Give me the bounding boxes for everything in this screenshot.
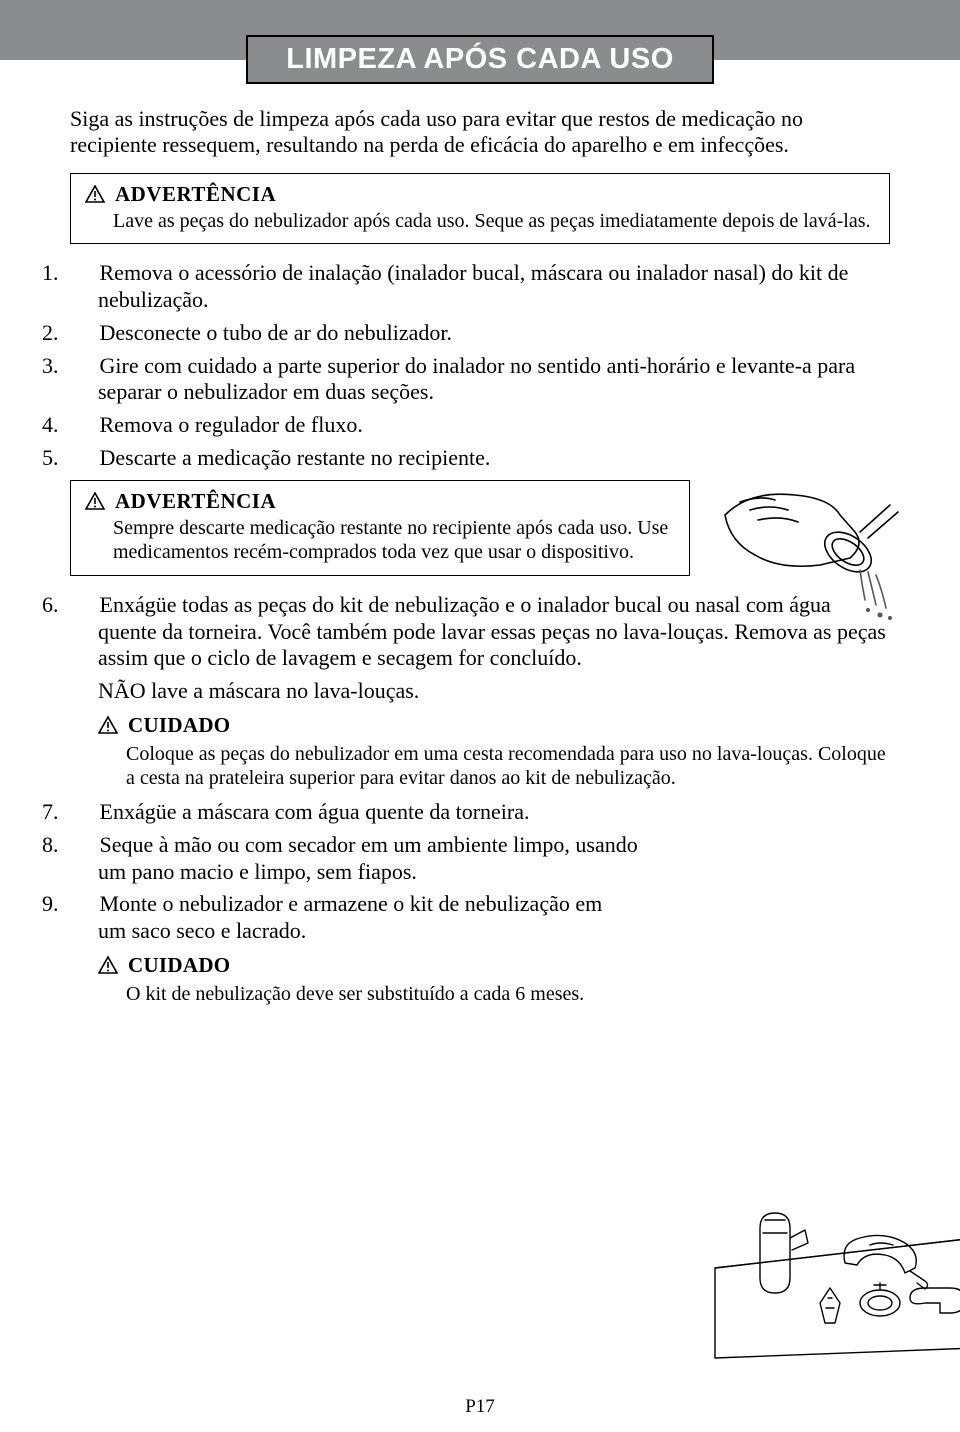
- title-container: LIMPEZA APÓS CADA USO: [70, 35, 890, 84]
- step-6-note: NÃO lave a máscara no lava-louças.: [70, 678, 890, 705]
- step-4: 4. Remova o regulador de fluxo.: [70, 412, 890, 439]
- caution-block-1: CUIDADO Coloque as peças do nebulizador …: [70, 713, 890, 791]
- step-2-text: Desconecte o tubo de ar do nebulizador.: [100, 320, 452, 345]
- step-7-text: Enxágüe a máscara com água quente da tor…: [100, 799, 530, 824]
- page-title: LIMPEZA APÓS CADA USO: [286, 43, 674, 75]
- page-number: P17: [0, 1396, 960, 1418]
- caution-body-1: Coloque as peças do nebulizador em uma c…: [98, 742, 890, 791]
- title-box: LIMPEZA APÓS CADA USO: [246, 35, 714, 84]
- warning-triangle-icon: [98, 716, 118, 734]
- warn2-row: ADVERTÊNCIA Sempre descarte medicação re…: [70, 480, 890, 576]
- discard-medication-illustration: [700, 460, 920, 630]
- caution-header-1: CUIDADO: [98, 713, 890, 738]
- warning-body: Lave as peças do nebulizador após cada u…: [85, 209, 875, 233]
- step-4-text: Remova o regulador de fluxo.: [100, 412, 363, 437]
- nebulizer-parts-illustration: [705, 1178, 960, 1368]
- warning-label: ADVERTÊNCIA: [115, 182, 276, 206]
- warning-box-1: ADVERTÊNCIA Lave as peças do nebulizador…: [70, 173, 890, 244]
- warning-triangle-icon: [85, 492, 105, 510]
- warning-box-2: ADVERTÊNCIA Sempre descarte medicação re…: [70, 480, 690, 576]
- caution-body-2: O kit de nebulização deve ser substituíd…: [98, 982, 630, 1006]
- step-3: 3. Gire com cuidado a parte superior do …: [70, 353, 890, 407]
- step-1-text: Remova o acessório de inalação (inalador…: [98, 260, 848, 312]
- intro-paragraph: Siga as instruções de limpeza após cada …: [70, 106, 890, 159]
- warning-header: ADVERTÊNCIA: [85, 182, 875, 207]
- step-2: 2. Desconecte o tubo de ar do nebulizado…: [70, 320, 890, 347]
- step-8: 8. Seque à mão ou com secador em um ambi…: [70, 832, 890, 886]
- step-8-text: Seque à mão ou com secador em um ambient…: [98, 832, 638, 884]
- warning-header-2: ADVERTÊNCIA: [85, 489, 675, 514]
- warning-label-2: ADVERTÊNCIA: [115, 489, 276, 513]
- warning-triangle-icon: [98, 956, 118, 974]
- step-9: 9. Monte o nebulizador e armazene o kit …: [70, 891, 890, 945]
- warning-triangle-icon: [85, 185, 105, 203]
- caution-label-2: CUIDADO: [128, 953, 230, 977]
- step-9-text: Monte o nebulizador e armazene o kit de …: [98, 891, 602, 943]
- caution-label-1: CUIDADO: [128, 713, 230, 737]
- step-1: 1. Remova o acessório de inalação (inala…: [70, 260, 890, 314]
- step-7: 7. Enxágüe a máscara com água quente da …: [70, 799, 890, 826]
- caution-block-2: CUIDADO O kit de nebulização deve ser su…: [70, 953, 890, 1006]
- step-5-text: Descarte a medicação restante no recipie…: [100, 445, 491, 470]
- step-3-text: Gire com cuidado a parte superior do ina…: [98, 353, 855, 405]
- warning-body-2: Sempre descarte medicação restante no re…: [85, 516, 675, 565]
- caution-header-2: CUIDADO: [98, 953, 630, 978]
